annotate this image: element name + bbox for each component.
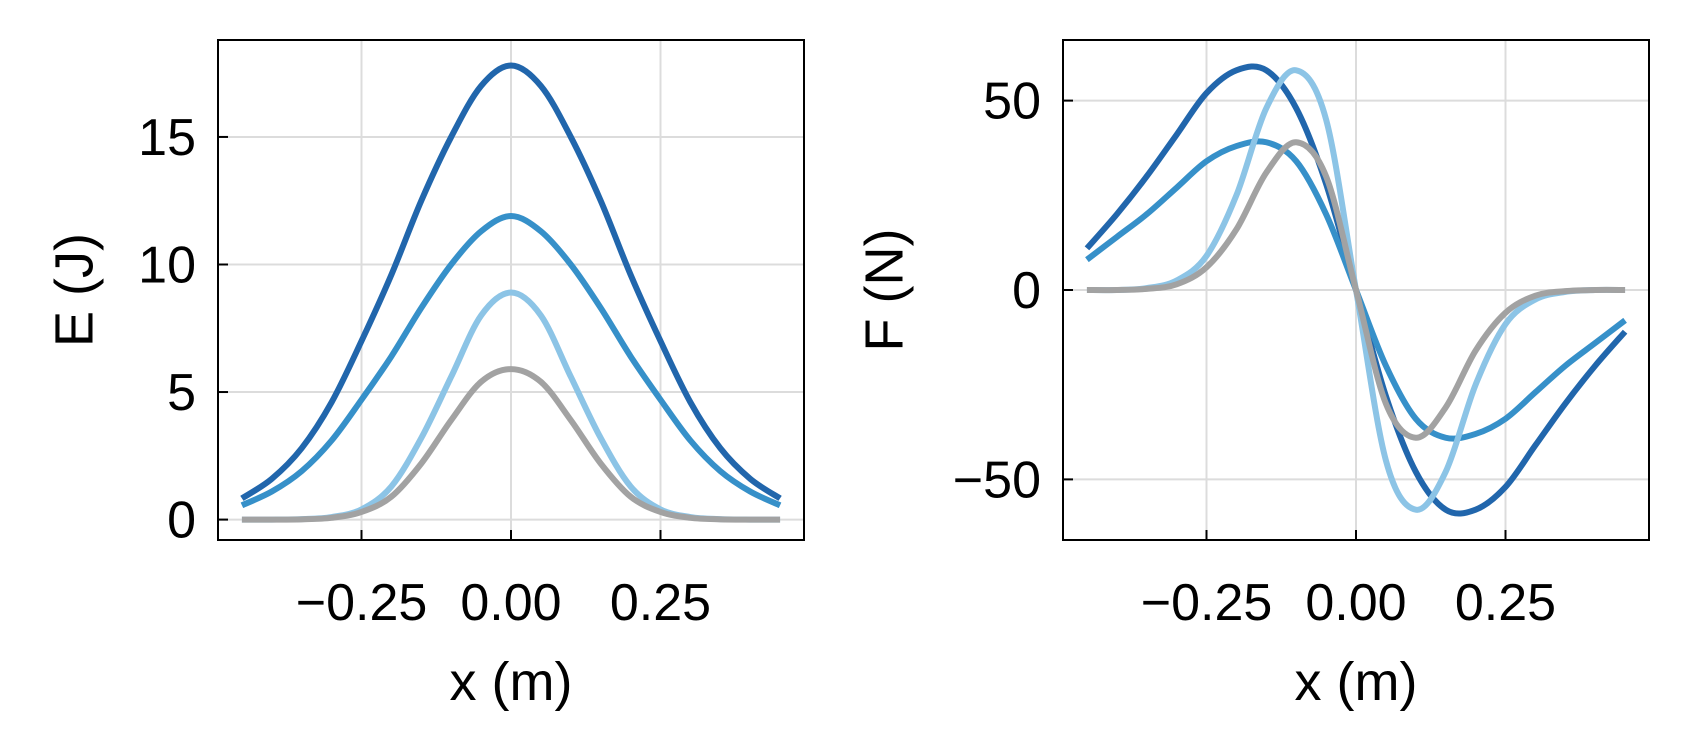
- y-tick-label: 15: [138, 109, 196, 167]
- x-tick-label: 0.00: [460, 574, 561, 632]
- x-axis-label: x (m): [450, 652, 573, 712]
- series-line-4: [1086, 139, 1626, 441]
- y-tick-label: 10: [138, 236, 196, 294]
- panel-1: −0.25 0.00 0.25 0 5 10 15 x (m) E (J): [44, 39, 805, 712]
- y-tick-label: 0: [167, 492, 196, 550]
- x-tick-label: 0.25: [1455, 574, 1556, 632]
- x-tick-label: −0.25: [1141, 574, 1273, 632]
- panel-2: −0.25 0.00 0.25 −50 0 50 x (m) F (N): [854, 39, 1650, 712]
- y-tick-label: −50: [953, 451, 1041, 509]
- x-tick-label: 0.25: [610, 574, 711, 632]
- x-tick-label: −0.25: [296, 574, 428, 632]
- series-line-2: [240, 213, 782, 509]
- y-tick-label: 50: [983, 73, 1041, 131]
- y-tick-label: 5: [167, 364, 196, 422]
- series-line-1: [240, 62, 782, 501]
- x-axis-label: x (m): [1295, 652, 1418, 712]
- x-tick-label: 0.00: [1305, 574, 1406, 632]
- y-tick-label: 0: [1012, 262, 1041, 320]
- y-axis-label: E (J): [44, 233, 104, 347]
- y-axis-label: F (N): [854, 229, 914, 352]
- series-line-4: [241, 366, 781, 523]
